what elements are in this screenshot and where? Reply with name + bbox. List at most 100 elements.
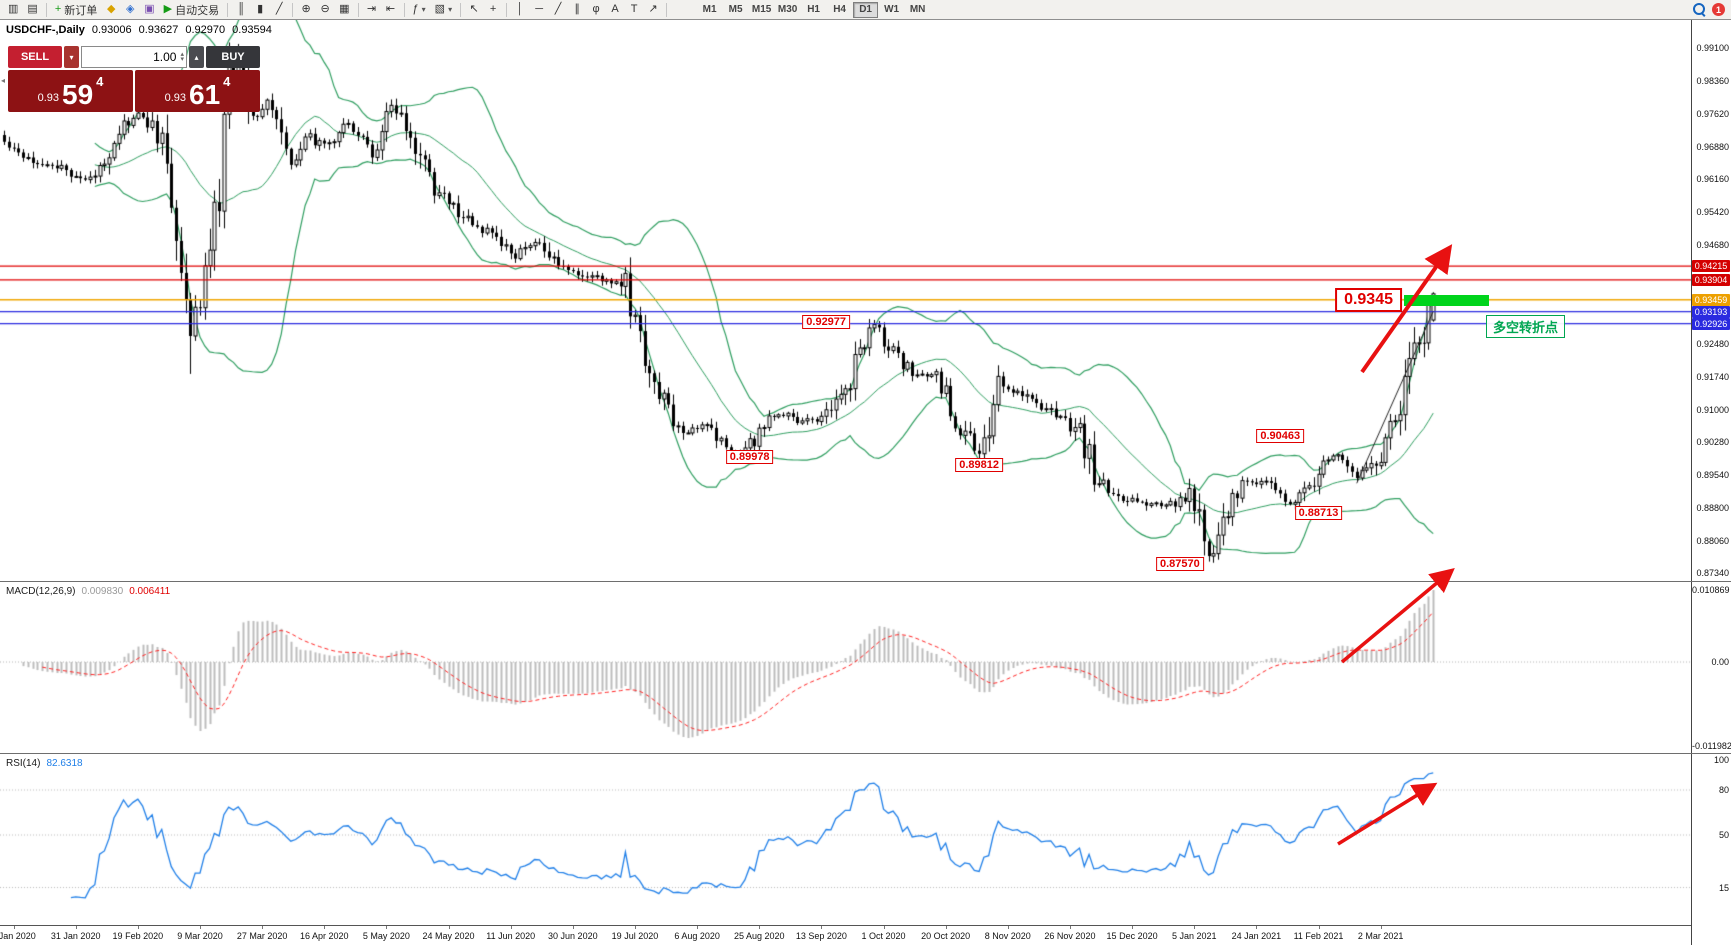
buy-price-display[interactable]: 0.93 61 4 <box>135 70 260 112</box>
indicators-dropdown[interactable]: ƒ ▾ <box>409 1 430 18</box>
rsi-axis-label: 15 <box>1718 882 1729 893</box>
volume-input[interactable]: 1.00 ▴ ▾ <box>81 46 187 68</box>
rsi-panel-canvas[interactable] <box>0 754 1691 925</box>
price-annotation[interactable]: 0.87570 <box>1155 557 1204 572</box>
price-tick: 0.89540 <box>1696 469 1729 480</box>
tile-windows-icon[interactable]: ▦ <box>335 1 353 18</box>
buy-button[interactable]: BUY <box>206 46 260 68</box>
profiles-icon-glyph: ▤ <box>27 3 38 15</box>
trendline-icon[interactable]: ╱ <box>549 1 567 18</box>
date-label: 24 May 2020 <box>422 931 475 941</box>
volume-up-icon[interactable]: ▴ <box>180 51 184 58</box>
price-annotation[interactable]: 0.88713 <box>1294 506 1343 521</box>
trendline-icon-glyph: ╱ <box>554 3 562 15</box>
fibonacci-icon[interactable]: φ <box>587 1 605 18</box>
sell-button[interactable]: SELL <box>8 46 62 68</box>
crosshair-icon[interactable]: + <box>484 1 502 18</box>
highlight-level-bar[interactable] <box>1404 294 1489 306</box>
price-annotation[interactable]: 0.89812 <box>955 457 1003 472</box>
search-icon[interactable] <box>1693 3 1706 16</box>
timeframe-m1[interactable]: M1 <box>702 4 717 15</box>
price-tag: 0.93904 <box>1692 273 1730 286</box>
date-label: 30 Jun 2020 <box>548 931 598 941</box>
price-annotation[interactable]: 0.90463 <box>1256 428 1305 443</box>
sell-dropdown-caret-icon[interactable]: ▾ <box>64 46 79 68</box>
buy-dropdown-caret-icon[interactable]: ▴ <box>189 46 204 68</box>
time-tick <box>75 926 77 929</box>
timeframe-h1[interactable]: H1 <box>807 4 820 15</box>
tile-windows-icon-glyph: ▦ <box>339 3 350 15</box>
data-window-icon[interactable]: ◈ <box>121 1 139 18</box>
notification-badge[interactable]: 1 <box>1712 3 1725 16</box>
date-label: 11 Feb 2021 <box>1293 931 1344 941</box>
time-tick <box>883 926 885 929</box>
timeframe-w1[interactable]: W1 <box>884 4 900 15</box>
time-tick <box>1194 926 1196 929</box>
chart-shift-icon[interactable]: ⇤ <box>382 1 400 18</box>
line-chart-icon[interactable]: ╱ <box>270 1 288 18</box>
toolbar-separator <box>227 2 229 17</box>
price-callout-label[interactable]: 0.9345 <box>1335 287 1402 312</box>
symbol-period-label: USDCHF-,Daily <box>6 24 85 36</box>
cursor-icon[interactable]: ↖ <box>465 1 483 18</box>
price-tick: 0.88800 <box>1696 502 1729 513</box>
price-tick: 0.91000 <box>1696 404 1729 415</box>
time-axis[interactable]: 8 Jan 2020 31 Jan 2020 19 Feb 2020 9 Mar 20… <box>0 925 1691 945</box>
new-order-button[interactable]: + 新订单 <box>51 1 101 18</box>
fibonacci-icon-glyph: φ <box>592 3 600 15</box>
date-label: 9 Mar 2020 <box>177 931 223 941</box>
low-value: 0.92970 <box>185 24 226 36</box>
bar-chart-icon-glyph: ║ <box>237 3 246 15</box>
channel-icon[interactable]: ∥ <box>568 1 586 18</box>
timeframe-m5[interactable]: M5 <box>728 4 743 15</box>
panel-separator[interactable] <box>0 581 1731 582</box>
macd-axis-label: 0.00 <box>1711 657 1729 667</box>
date-label: 8 Nov 2020 <box>984 931 1031 941</box>
timeframe-m30[interactable]: M30 <box>777 4 798 15</box>
volume-down-icon[interactable]: ▾ <box>180 56 184 63</box>
time-tick <box>1132 926 1134 929</box>
panel-separator[interactable] <box>0 753 1731 754</box>
rsi-name: RSI(14) <box>6 758 41 769</box>
bar-chart-icon[interactable]: ║ <box>232 1 250 18</box>
new-chart-icon-glyph: ▥ <box>8 3 19 15</box>
vertical-line-icon[interactable]: │ <box>511 1 529 18</box>
text-icon[interactable]: A <box>606 1 624 18</box>
sell-price-display[interactable]: 0.93 59 4 <box>8 70 133 112</box>
autotrading-button[interactable]: ▶ 自动交易 <box>160 1 223 18</box>
timeframe-mn[interactable]: MN <box>909 4 926 15</box>
text-label-icon[interactable]: T <box>625 1 643 18</box>
price-axis[interactable] <box>1691 20 1731 945</box>
candlestick-chart-icon[interactable]: ▮ <box>251 1 269 18</box>
horizontal-line-icon[interactable]: ─ <box>530 1 548 18</box>
timeframe-h4[interactable]: H4 <box>833 4 846 15</box>
auto-scroll-icon[interactable]: ⇥ <box>363 1 381 18</box>
date-label: 27 Mar 2020 <box>236 931 288 941</box>
zoom-in-icon[interactable]: ⊕ <box>297 1 315 18</box>
price-annotation[interactable]: 0.89978 <box>725 449 774 464</box>
timeframe-d1[interactable]: D1 <box>853 1 879 18</box>
profiles-icon[interactable]: ▤ <box>23 1 41 18</box>
macd-name: MACD(12,26,9) <box>6 586 76 597</box>
date-label: 31 Jan 2020 <box>50 931 101 941</box>
price-tag: 0.94215 <box>1692 260 1730 273</box>
volume-value: 1.00 <box>153 50 177 64</box>
date-label: 26 Nov 2020 <box>1044 931 1096 941</box>
terminal-icon[interactable]: ▣ <box>140 1 158 18</box>
market-watch-icon[interactable]: ◆ <box>102 1 120 18</box>
new-chart-icon[interactable]: ▥ <box>4 1 22 18</box>
arrows-icon[interactable]: ↗ <box>644 1 662 18</box>
volume-spinner: ▴ ▾ <box>180 51 184 63</box>
turning-point-label[interactable]: 多空转折点 <box>1486 314 1566 338</box>
templates-dropdown[interactable]: ▧ ▾ <box>431 1 456 18</box>
timeframe-m15[interactable]: M15 <box>751 4 772 15</box>
macd-panel-canvas[interactable] <box>0 582 1691 753</box>
zoom-out-icon[interactable]: ⊖ <box>316 1 334 18</box>
time-tick <box>13 926 15 929</box>
price-annotation[interactable]: 0.92977 <box>802 314 851 329</box>
chart-info-line: USDCHF-,Daily 0.93006 0.93627 0.92970 0.… <box>6 24 272 36</box>
rsi-value: 82.6318 <box>46 758 83 769</box>
price-tag: 0.93459 <box>1692 293 1730 306</box>
autotrading-glyph: ▶ <box>163 3 173 15</box>
oneclick-collapse-icon[interactable]: ◂ <box>1 76 6 85</box>
